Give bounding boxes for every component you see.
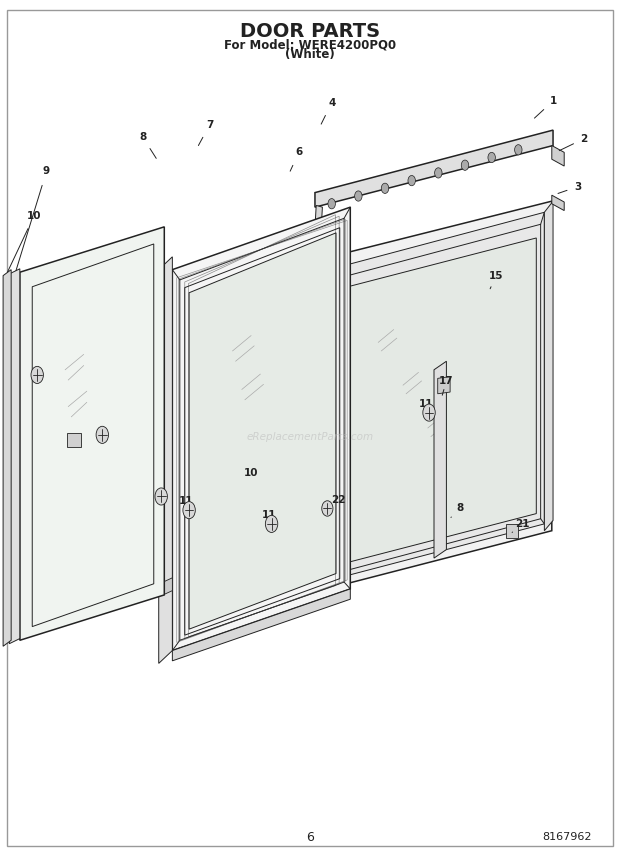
Circle shape (155, 488, 167, 505)
Circle shape (183, 502, 195, 519)
Text: 11: 11 (179, 496, 193, 506)
Polygon shape (189, 233, 336, 629)
Circle shape (31, 366, 43, 383)
Text: 15: 15 (489, 270, 503, 281)
Text: 8167962: 8167962 (542, 832, 592, 842)
Polygon shape (20, 227, 164, 640)
Text: 11: 11 (262, 510, 277, 520)
Polygon shape (434, 361, 446, 558)
Circle shape (488, 152, 495, 163)
Text: 7: 7 (206, 120, 213, 130)
Circle shape (265, 515, 278, 532)
Text: (White): (White) (285, 48, 335, 62)
Circle shape (381, 183, 389, 193)
Text: eReplacementParts.com: eReplacementParts.com (246, 431, 374, 442)
Text: 6: 6 (306, 830, 314, 844)
Polygon shape (322, 212, 544, 582)
Text: 11: 11 (151, 483, 166, 493)
Circle shape (435, 168, 442, 178)
Polygon shape (313, 201, 552, 592)
Text: 10: 10 (27, 211, 42, 221)
Bar (506, 524, 518, 538)
Text: 4: 4 (328, 98, 335, 108)
Circle shape (408, 175, 415, 186)
Text: 12: 12 (66, 427, 81, 437)
Text: 22: 22 (330, 495, 345, 505)
Text: DOOR PARTS: DOOR PARTS (240, 22, 380, 41)
Polygon shape (544, 201, 553, 531)
Text: 11: 11 (30, 363, 45, 373)
Bar (67, 433, 81, 447)
Polygon shape (3, 270, 11, 646)
Polygon shape (313, 205, 322, 263)
Text: 8: 8 (139, 132, 146, 142)
Text: For Model: WERE4200PQ0: For Model: WERE4200PQ0 (224, 38, 396, 51)
Text: 1: 1 (549, 96, 557, 106)
Text: 8: 8 (456, 503, 464, 514)
Polygon shape (163, 578, 172, 595)
Text: 11: 11 (419, 399, 434, 409)
Text: 3: 3 (574, 181, 582, 192)
Text: 6: 6 (295, 147, 303, 158)
Circle shape (461, 160, 469, 170)
Polygon shape (338, 238, 536, 565)
Polygon shape (552, 195, 564, 211)
Circle shape (328, 199, 335, 209)
Text: 11: 11 (93, 423, 108, 433)
Polygon shape (159, 257, 172, 663)
Polygon shape (172, 207, 350, 651)
Circle shape (96, 426, 108, 443)
Circle shape (423, 404, 435, 421)
Text: 21: 21 (515, 519, 529, 529)
Polygon shape (9, 269, 20, 644)
Polygon shape (172, 589, 350, 661)
Text: 17: 17 (439, 376, 454, 386)
Circle shape (322, 501, 333, 516)
Polygon shape (315, 130, 553, 207)
Polygon shape (552, 146, 564, 166)
Polygon shape (438, 377, 450, 394)
Text: 10: 10 (244, 467, 259, 478)
Circle shape (515, 145, 522, 155)
Text: 2: 2 (580, 134, 588, 144)
Circle shape (355, 191, 362, 201)
Text: 9: 9 (43, 166, 50, 176)
